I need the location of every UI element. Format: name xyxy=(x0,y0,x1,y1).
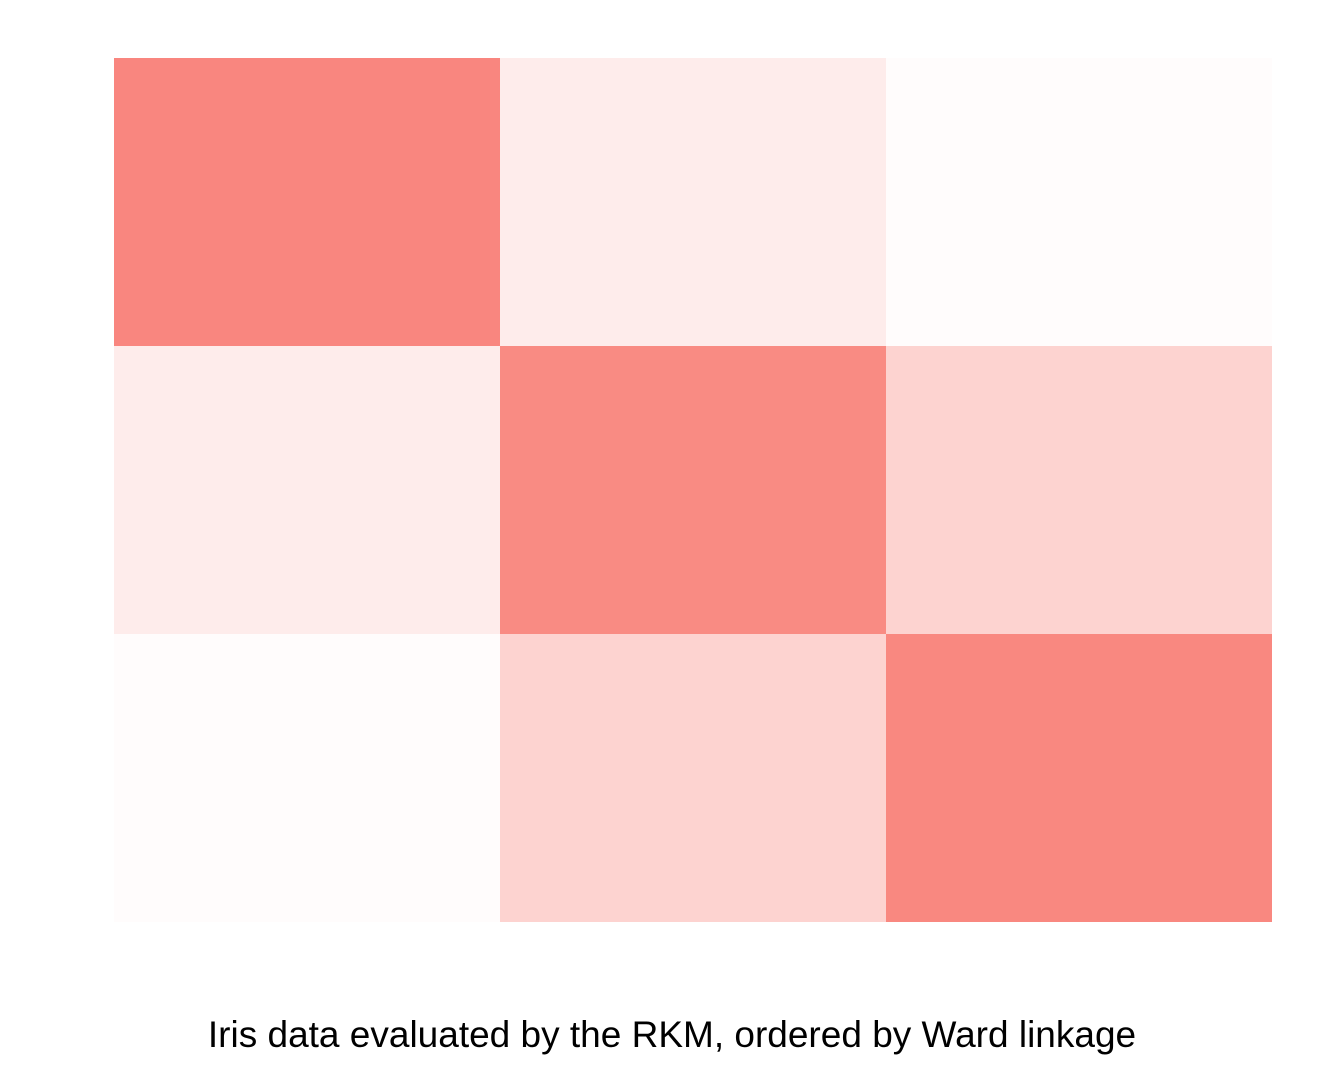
heatmap-cells xyxy=(114,58,1272,922)
heatmap-block-0-0 xyxy=(114,58,500,346)
heatmap-block-1-1 xyxy=(500,346,886,634)
heatmap-block-2-1 xyxy=(500,634,886,922)
heatmap-block-1-2 xyxy=(886,346,1272,634)
heatmap-block-1-0 xyxy=(114,346,500,634)
heatmap-block-2-0 xyxy=(114,634,500,922)
heatmap-block-0-1 xyxy=(500,58,886,346)
chart-caption: Iris data evaluated by the RKM, ordered … xyxy=(207,1014,1137,1055)
heatmap-block-2-2 xyxy=(886,634,1272,922)
heatmap-block-0-2 xyxy=(886,58,1272,346)
